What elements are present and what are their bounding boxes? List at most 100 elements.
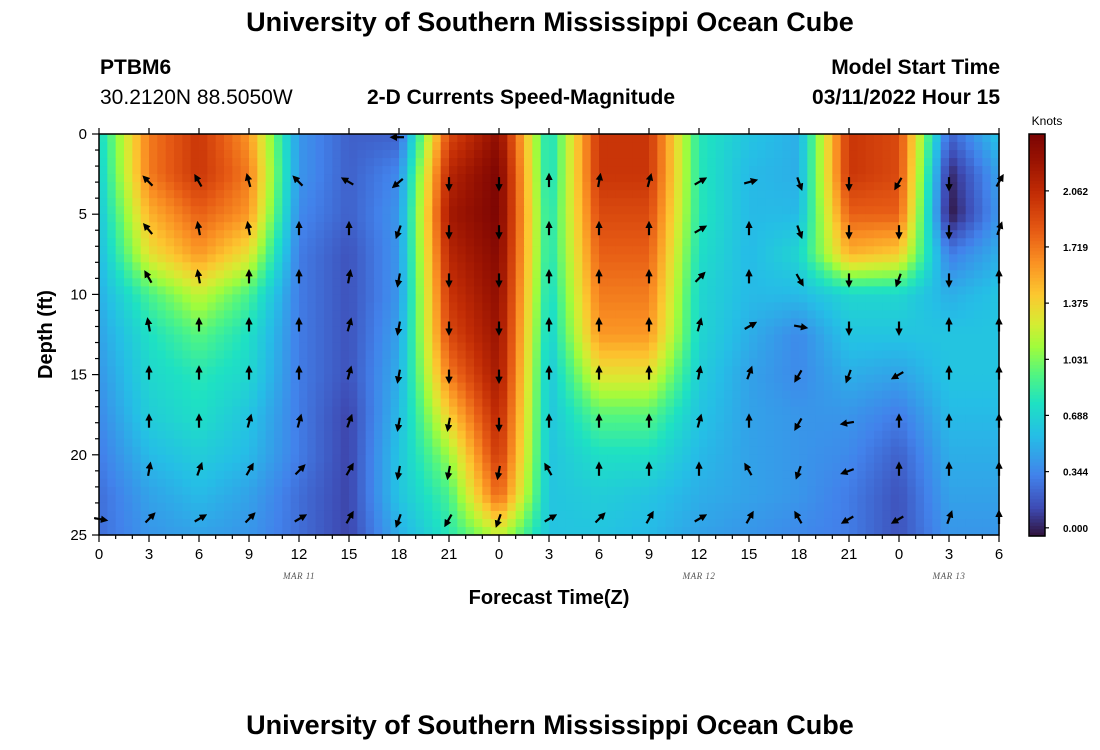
heatmap-cell	[974, 310, 983, 320]
heatmap-cell	[424, 390, 433, 400]
heatmap-cell	[149, 430, 158, 440]
heatmap-cell	[882, 214, 892, 223]
heatmap-cell	[840, 414, 850, 424]
heatmap-cell	[924, 310, 933, 320]
heatmap-cell	[540, 174, 550, 183]
heatmap-cell	[907, 238, 917, 247]
heatmap-cell	[599, 462, 608, 472]
heatmap-cell	[782, 374, 792, 384]
heatmap-cell	[640, 350, 650, 360]
heatmap-cell	[265, 166, 275, 175]
heatmap-cell	[249, 486, 258, 496]
heatmap-cell	[849, 430, 858, 440]
heatmap-cell	[482, 358, 492, 368]
heatmap-cell	[315, 422, 325, 432]
heatmap-cell	[849, 262, 858, 271]
heatmap-cell	[240, 502, 250, 512]
heatmap-cell	[132, 286, 142, 295]
heatmap-cell	[607, 318, 617, 328]
heatmap-cell	[715, 206, 725, 215]
heatmap-cell	[199, 478, 208, 488]
heatmap-cell	[190, 478, 200, 488]
heatmap-cell	[340, 134, 350, 143]
heatmap-cell	[765, 134, 775, 143]
heatmap-cell	[399, 310, 408, 320]
heatmap-cell	[549, 358, 558, 368]
heatmap-cell	[399, 214, 408, 223]
heatmap-cell	[807, 150, 817, 159]
heatmap-cell	[99, 438, 108, 448]
heatmap-cell	[557, 222, 567, 231]
heatmap-cell	[365, 174, 375, 183]
heatmap-cell	[174, 446, 183, 456]
heatmap-cell	[440, 246, 450, 255]
heatmap-cell	[224, 158, 233, 167]
heatmap-cell	[390, 286, 400, 295]
heatmap-cell	[707, 230, 717, 239]
heatmap-cell	[832, 206, 842, 215]
heatmap-cell	[215, 326, 225, 336]
heatmap-cell	[315, 326, 325, 336]
heatmap-cell	[815, 246, 825, 255]
heatmap-cell	[607, 390, 617, 400]
heatmap-cell	[732, 198, 742, 207]
heatmap-cell	[832, 174, 842, 183]
heatmap-cell	[99, 430, 108, 440]
heatmap-cell	[240, 406, 250, 416]
heatmap-cell	[932, 238, 942, 247]
heatmap-cell	[832, 382, 842, 392]
heatmap-cell	[849, 246, 858, 255]
heatmap-cell	[540, 350, 550, 360]
heatmap-cell	[774, 342, 783, 352]
heatmap-cell	[615, 406, 625, 416]
heatmap-cell	[882, 278, 892, 287]
heatmap-cell	[915, 286, 925, 295]
heatmap-cell	[424, 454, 433, 464]
heatmap-cell	[932, 334, 942, 344]
heatmap-cell	[165, 478, 175, 488]
heatmap-cell	[574, 294, 583, 304]
heatmap-cell	[724, 318, 733, 328]
heatmap-cell	[115, 366, 125, 376]
heatmap-cell	[515, 270, 525, 279]
heatmap-cell	[782, 142, 792, 151]
heatmap-cell	[615, 230, 625, 239]
heatmap-cell	[690, 390, 700, 400]
heatmap-cell	[507, 374, 517, 384]
heatmap-cell	[874, 374, 883, 384]
heatmap-cell	[499, 182, 508, 191]
heatmap-cell	[807, 414, 817, 424]
heatmap-cell	[715, 470, 725, 480]
heatmap-cell	[274, 334, 283, 344]
heatmap-cell	[599, 318, 608, 328]
heatmap-cell	[557, 230, 567, 239]
heatmap-cell	[590, 190, 600, 199]
heatmap-cell	[199, 158, 208, 167]
heatmap-cell	[990, 366, 1000, 376]
heatmap-cell	[757, 302, 767, 312]
heatmap-cell	[807, 422, 817, 432]
heatmap-cell	[340, 422, 350, 432]
heatmap-cell	[582, 462, 592, 472]
heatmap-cell	[365, 326, 375, 336]
heatmap-cell	[965, 366, 975, 376]
heatmap-cell	[449, 390, 458, 400]
heatmap-cell	[257, 438, 267, 448]
heatmap-cell	[365, 142, 375, 151]
heatmap-cell	[840, 406, 850, 416]
heatmap-cell	[857, 358, 867, 368]
heatmap-cell	[882, 254, 892, 263]
heatmap-cell	[565, 342, 575, 352]
heatmap-cell	[882, 390, 892, 400]
heatmap-cell	[674, 198, 683, 207]
heatmap-cell	[890, 142, 900, 151]
heatmap-cell	[432, 222, 442, 231]
heatmap-cell	[490, 230, 500, 239]
heatmap-cell	[115, 134, 125, 143]
heatmap-cell	[757, 494, 767, 504]
heatmap-cell	[549, 310, 558, 320]
heatmap-cell	[490, 414, 500, 424]
heatmap-cell	[949, 310, 958, 320]
heatmap-cell	[132, 494, 142, 504]
heatmap-cell	[824, 318, 833, 328]
